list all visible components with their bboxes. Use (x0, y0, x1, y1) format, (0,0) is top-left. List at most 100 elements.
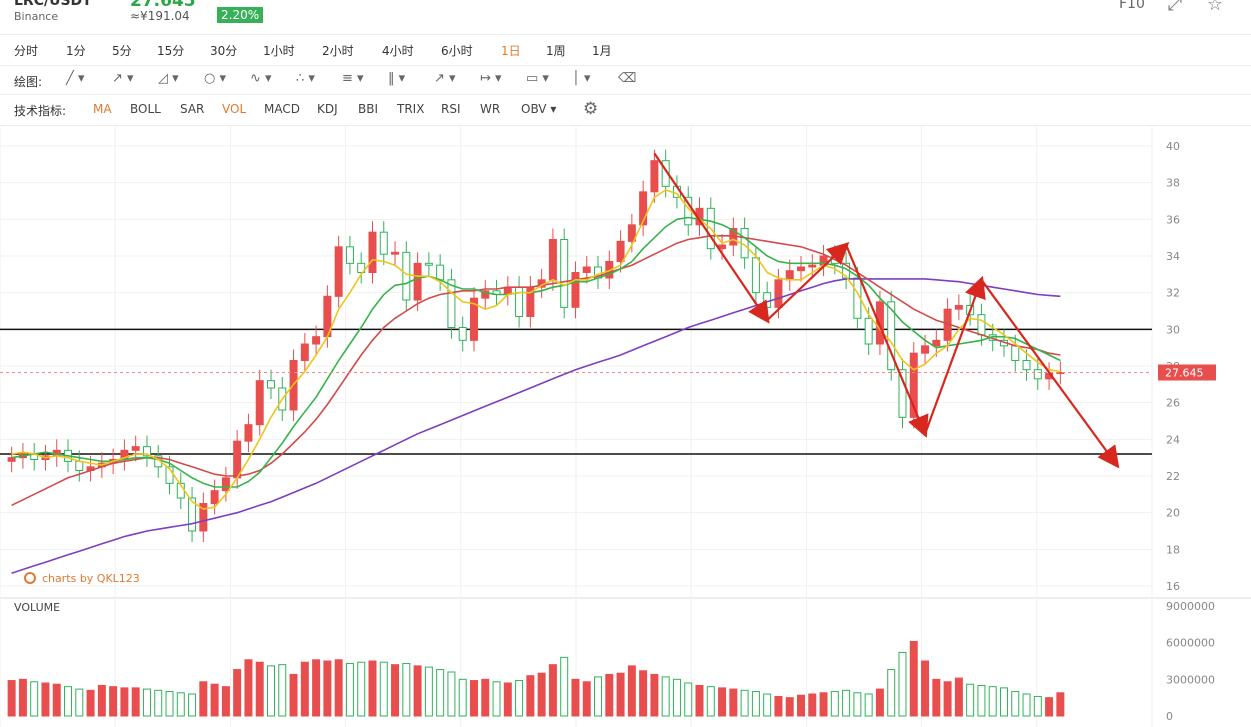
candle-body (977, 314, 986, 336)
candlestick-chart[interactable]: 4038363432302826242220181690000006000000… (0, 126, 1251, 727)
volume-bar (481, 678, 490, 717)
volume-bar (447, 671, 456, 717)
comment-tool-icon[interactable]: ▭ ▾ (526, 71, 549, 86)
y-tick-label: 16 (1166, 580, 1180, 593)
timeframe-2[interactable]: 5分 (112, 44, 132, 58)
measure-tool-icon[interactable]: ↦ ▾ (480, 71, 502, 86)
ma20-line (11, 235, 1061, 507)
timeframe-6[interactable]: 2小时 (322, 44, 354, 58)
volume-bar (887, 669, 896, 717)
volume-bar (526, 675, 535, 717)
indicator-macd[interactable]: MACD (264, 102, 300, 116)
arrow-tool-icon[interactable]: ↗ ▾ (434, 71, 456, 86)
expand-icon[interactable]: ⤢ (1167, 0, 1183, 15)
candle-body (391, 251, 400, 255)
y-tick-label: 34 (1166, 250, 1180, 263)
indicator-ma[interactable]: MA (93, 102, 112, 116)
bar-tool-icon[interactable]: │ ▾ (572, 71, 591, 86)
timeframe-9[interactable]: 1日 (501, 44, 521, 58)
trend-arrow (653, 152, 770, 324)
volume-bar (864, 693, 873, 717)
volume-bar (977, 684, 986, 717)
volume-label: VOLUME (14, 601, 60, 614)
f10-button[interactable]: F10 (1119, 0, 1145, 12)
volume-bar (97, 684, 106, 717)
candle-body (368, 231, 377, 273)
candle-body (199, 503, 208, 532)
volume-bar (853, 692, 862, 717)
volume-bar (503, 682, 512, 717)
volume-bar (424, 666, 433, 717)
indicator-rsi[interactable]: RSI (441, 102, 461, 116)
pattern-tool-icon[interactable]: ∴ ▾ (296, 71, 315, 86)
volume-bar (176, 692, 185, 717)
timeframe-4[interactable]: 30分 (210, 44, 238, 58)
fib-tool-icon[interactable]: ≡ ▾ (342, 71, 364, 86)
line-tool-icon[interactable]: ╱ ▾ (66, 71, 85, 86)
indicator-sar[interactable]: SAR (180, 102, 205, 116)
volume-tick-label: 3000000 (1166, 673, 1215, 686)
timeframe-bar: 分时 1分 5分 15分 30分 1小时 2小时 4小时 6小时 1日 1周 1月 (0, 35, 1251, 66)
timeframe-5[interactable]: 1小时 (263, 44, 295, 58)
volume-bar (413, 665, 422, 717)
volume-bar (1056, 692, 1065, 717)
candle-body (639, 191, 648, 226)
candle-body (887, 301, 896, 371)
indicator-trix[interactable]: TRIX (397, 102, 425, 116)
volume-bar (492, 681, 501, 717)
candle-body (797, 266, 805, 272)
settings-gear-icon[interactable]: ⚙ (583, 99, 599, 119)
parallel-tool-icon[interactable]: ‖ ▾ (388, 71, 406, 86)
pair-name: LRC/USDT (14, 0, 92, 9)
ma10-line (11, 216, 1061, 488)
timeframe-1[interactable]: 1分 (66, 44, 86, 58)
ellipse-tool-icon[interactable]: ○ ▾ (204, 71, 227, 86)
wave-tool-icon[interactable]: ∿ ▾ (250, 71, 272, 86)
y-tick-label: 18 (1166, 543, 1180, 556)
timeframe-8[interactable]: 6小时 (441, 44, 473, 58)
candle-body (481, 290, 490, 299)
timeframe-0[interactable]: 分时 (14, 44, 39, 58)
candle-body (515, 286, 524, 318)
volume-bar (706, 686, 715, 717)
candle-body (875, 301, 884, 345)
candle-body (932, 339, 941, 347)
ray-tool-icon[interactable]: ↗ ▾ (112, 71, 134, 86)
star-icon[interactable]: ☆ (1206, 0, 1224, 15)
y-tick-label: 22 (1166, 470, 1180, 483)
volume-bar (729, 688, 738, 717)
indicator-obv[interactable]: OBV ▾ (521, 102, 557, 116)
y-tick-label: 40 (1166, 140, 1180, 153)
candle-body (458, 327, 467, 341)
indicator-boll[interactable]: BOLL (130, 102, 161, 116)
timeframe-7[interactable]: 4小时 (382, 44, 414, 58)
volume-tick-label: 0 (1166, 710, 1173, 723)
y-tick-label: 24 (1166, 433, 1180, 446)
timeframe-11[interactable]: 1月 (592, 44, 612, 58)
indicator-wr[interactable]: WR (480, 102, 501, 116)
timeframe-10[interactable]: 1周 (546, 44, 566, 58)
volume-bar (131, 687, 140, 717)
timeframe-3[interactable]: 15分 (157, 44, 185, 58)
volume-bar (999, 687, 1008, 717)
volume-bar (7, 680, 16, 717)
y-tick-label: 36 (1166, 213, 1180, 226)
candle-body (548, 239, 557, 281)
trash-icon[interactable]: ⌫ (618, 71, 637, 86)
volume-bar (898, 651, 907, 717)
candle-body (627, 224, 636, 242)
volume-bar (255, 661, 264, 717)
volume-bar (594, 676, 603, 717)
candle-body (1033, 369, 1042, 380)
indicator-vol[interactable]: VOL (222, 102, 247, 116)
volume-bar (1022, 693, 1031, 717)
indicator-kdj[interactable]: KDJ (317, 102, 338, 116)
channel-tool-icon[interactable]: ◿ ▾ (158, 71, 179, 86)
candle-body (447, 279, 456, 328)
volume-bar (221, 686, 230, 717)
volume-bar (695, 684, 704, 717)
volume-bar (515, 680, 524, 717)
indicator-bbi[interactable]: BBI (358, 102, 379, 116)
volume-bar (627, 665, 636, 717)
volume-bar (537, 672, 546, 717)
